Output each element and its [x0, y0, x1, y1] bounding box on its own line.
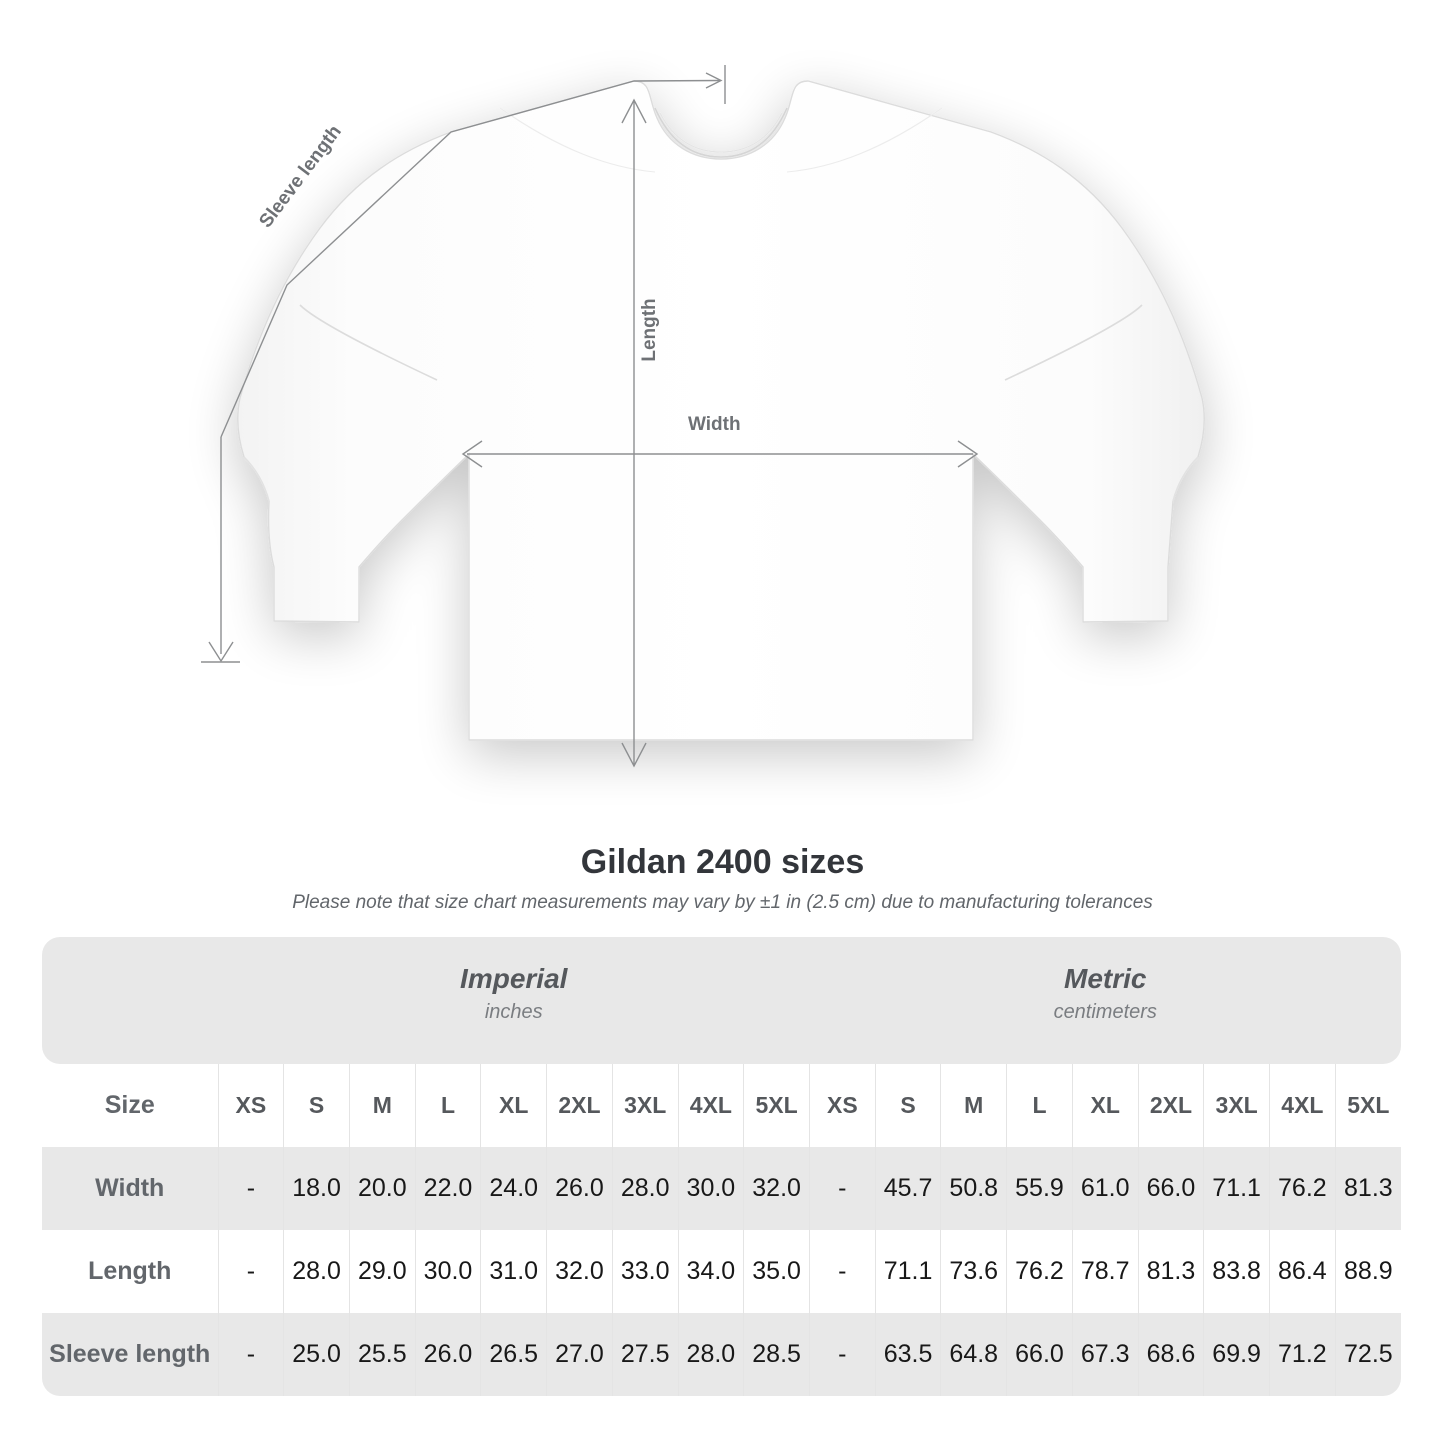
- svg-text:Width: Width: [688, 414, 741, 435]
- svg-text:Length: Length: [639, 298, 660, 361]
